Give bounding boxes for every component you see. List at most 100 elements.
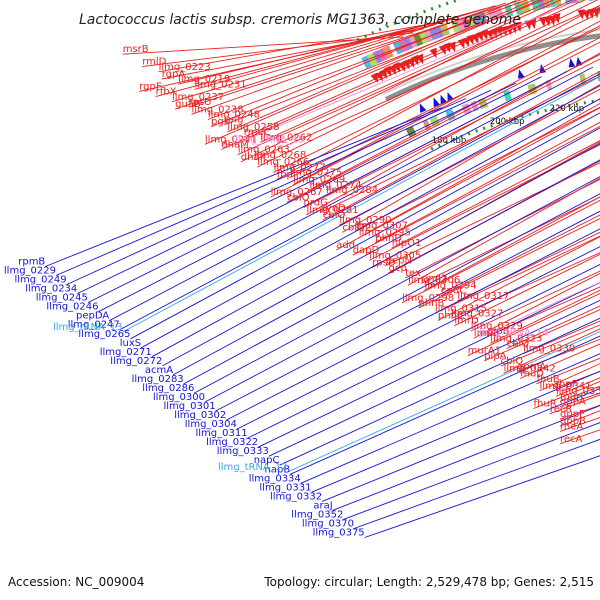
label-connector — [140, 98, 600, 349]
forward-gene-label: llmg_0268 — [254, 150, 306, 161]
reverse-gene-label: llmg_0302 — [174, 410, 226, 421]
label-connector — [45, 107, 442, 267]
label-connector — [473, 272, 600, 339]
label-connector — [332, 405, 600, 511]
forward-gene-label: dppB — [560, 416, 586, 427]
reverse-gene-arrow — [568, 58, 576, 68]
forward-gene-label: dhaK — [241, 152, 267, 163]
forward-gene-label: dppF — [560, 409, 585, 420]
forward-gene-label: llmg_0238 — [192, 104, 244, 115]
label-connector — [119, 73, 600, 331]
label-connector — [87, 76, 542, 304]
reverse-gene-label: llmg_0322 — [206, 437, 258, 448]
label-connector — [321, 388, 600, 502]
label-connector — [66, 89, 492, 286]
forward-gene-label: xynD — [320, 203, 346, 214]
forward-gene-arrow — [553, 13, 561, 24]
cog-segment-reverse — [445, 109, 456, 121]
label-connectors — [45, 0, 600, 538]
forward-gene-label: rmlD — [142, 57, 166, 68]
reverse-gene-label: llmg_0283 — [132, 374, 184, 385]
forward-gene-label: nrdG — [304, 198, 328, 209]
forward-gene-label: riml2 — [422, 273, 448, 284]
label-connector — [188, 0, 522, 108]
forward-gene-label: llmg_0258 — [227, 122, 279, 133]
forward-gene-arrow — [548, 15, 556, 26]
forward-gene-label: pepN — [386, 256, 412, 267]
label-connector — [287, 331, 600, 473]
reverse-gene-label: llmg_0245 — [36, 293, 88, 304]
forward-gene-label: rheA — [560, 421, 583, 432]
reverse-gene-label: napC — [254, 455, 280, 466]
forward-gene-label: llmg_0294 — [425, 280, 477, 291]
reverse-gene-label: llmg_0333 — [217, 446, 269, 457]
cog-segment-forward — [366, 52, 379, 67]
forward-gene-label: llmg_0231 — [195, 79, 247, 90]
reverse-gene-label: llmg_0249 — [14, 275, 66, 286]
forward-gene-label: llmg_0274 — [310, 180, 362, 191]
forward-gene-label: llmg_0275 — [290, 168, 342, 179]
forward-gene-arrow — [528, 18, 537, 30]
forward-gene-arrow — [411, 54, 419, 66]
forward-gene-label: llmg_0266 — [257, 157, 309, 168]
label-connector — [467, 293, 600, 357]
reverse-gene-label: llmg_0272 — [110, 356, 162, 367]
forward-gene-arrow — [597, 6, 600, 17]
backbone-shadow — [382, 28, 600, 95]
forward-gene-label: llmg_0295 — [359, 228, 411, 239]
forward-gene-label: cbiO — [501, 356, 524, 367]
label-connector — [122, 76, 600, 333]
forward-gene-label: llmg_0305 — [369, 250, 421, 261]
cog-segment-forward — [408, 34, 419, 49]
cog-segment-forward — [403, 36, 414, 51]
forward-gene-label: llmg_0307 — [356, 220, 408, 231]
forward-gene-label: hipO1 — [392, 238, 422, 249]
reverse-gene-label: llmg_0370 — [302, 519, 354, 530]
forward-gene-label: recR — [550, 404, 573, 415]
label-connector — [268, 299, 600, 457]
backbone-ring — [382, 28, 600, 102]
forward-gene-label: plpA — [484, 351, 506, 362]
trna-reverse-label: llmg_tRNA_13 — [53, 322, 123, 333]
label-connector — [240, 0, 573, 163]
forward-gene-label: lmrD — [454, 316, 479, 327]
forward-gene-label: rpsD — [372, 258, 396, 269]
reverse-gene-label: pepDA — [76, 311, 109, 322]
reverse-gene-label: llmg_0265 — [78, 329, 130, 340]
trna-reverse-label: llmg_tRNA_12 — [218, 462, 288, 473]
label-connector — [130, 85, 600, 340]
forward-gene-arrow — [538, 16, 547, 28]
forward-gene-label: add — [336, 240, 355, 251]
forward-gene-label: llmg_0330 — [523, 344, 575, 355]
label-connector — [254, 4, 600, 161]
label-connector — [418, 218, 600, 309]
reverse-gene-label: luxS — [120, 338, 141, 349]
label-connector — [243, 0, 555, 138]
reverse-gene-arrow — [419, 103, 427, 113]
label-connector — [174, 11, 475, 110]
label-connector — [478, 281, 600, 338]
forward-gene-label: gcp — [389, 263, 407, 274]
forward-gene-label: fhuB — [537, 374, 560, 385]
label-connector — [273, 12, 600, 173]
forward-gene-label: llmg_0223 — [159, 62, 211, 73]
label-connector — [343, 422, 600, 520]
cog-segment-forward — [424, 28, 435, 43]
cog-segment-forward — [372, 50, 384, 64]
reverse-gene-label: llmg_0246 — [46, 302, 98, 313]
forward-gene-label: cbiQ2 — [342, 222, 371, 233]
label-connector — [336, 107, 600, 251]
label-connector — [300, 353, 600, 484]
label-connector — [171, 5, 496, 103]
map-title: Lactococcus lactis subsp. cremoris MG136… — [79, 12, 521, 28]
forward-gene-label: cbiQ — [507, 339, 530, 350]
label-connector — [484, 309, 600, 362]
label-connector — [77, 82, 517, 295]
forward-gene-label: llmg_0267 — [271, 187, 323, 198]
forward-gene-label: murA1 — [468, 346, 501, 357]
forward-gene-label: llmg_0290 — [339, 215, 391, 226]
label-connector — [352, 125, 600, 256]
label-connector — [227, 0, 535, 133]
trna-forward-label: llmg_tRNA_15 — [235, 135, 305, 146]
